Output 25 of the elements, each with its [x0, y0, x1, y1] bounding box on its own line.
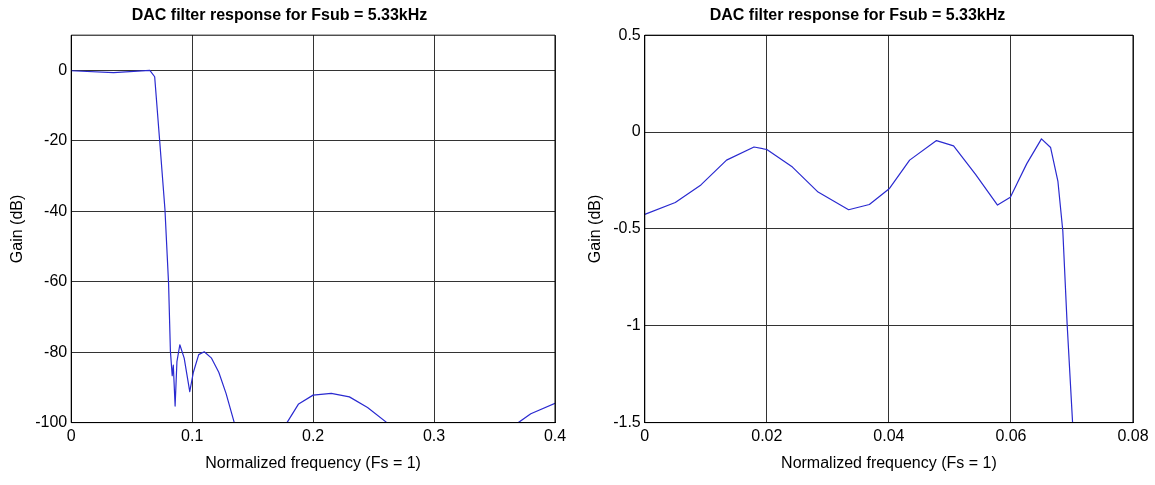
y-tick-label: -80: [44, 342, 68, 360]
x-tick-label: 0.2: [301, 426, 325, 444]
x-tick-label: 0.04: [873, 426, 905, 444]
y-axis-title: Gain (dB): [8, 194, 26, 264]
y-tick-label: -1: [626, 316, 641, 334]
y-tick-label: -1.5: [613, 413, 641, 431]
x-tick-label: 0.06: [995, 426, 1027, 444]
y-tick-label: -40: [44, 201, 68, 219]
x-tick-label: 0.4: [543, 426, 567, 444]
x-tick-label: 0.1: [181, 426, 204, 444]
y-tick-label: -20: [44, 131, 68, 149]
y-tick-label: 0: [58, 60, 68, 78]
x-tick-label: 0.3: [422, 426, 446, 444]
y-tick-label: 0.5: [618, 25, 641, 43]
x-axis-title: Normalized frequency (Fs = 1): [781, 453, 997, 471]
y-tick-label: -60: [44, 272, 68, 290]
x-tick-label: 0.02: [751, 426, 783, 444]
y-tick-label: -100: [35, 413, 68, 431]
y-axis-title: Gain (dB): [586, 194, 604, 264]
x-axis-title: Normalized frequency (Fs = 1): [205, 453, 421, 471]
x-tick-label: 0.08: [1117, 426, 1149, 444]
y-tick-label: -0.5: [613, 219, 641, 237]
y-tick-label: 0: [631, 122, 641, 140]
chart-title: DAC filter response for Fsub = 5.33kHz: [709, 6, 1006, 24]
chart-title: DAC filter response for Fsub = 5.33kHz: [131, 6, 428, 24]
